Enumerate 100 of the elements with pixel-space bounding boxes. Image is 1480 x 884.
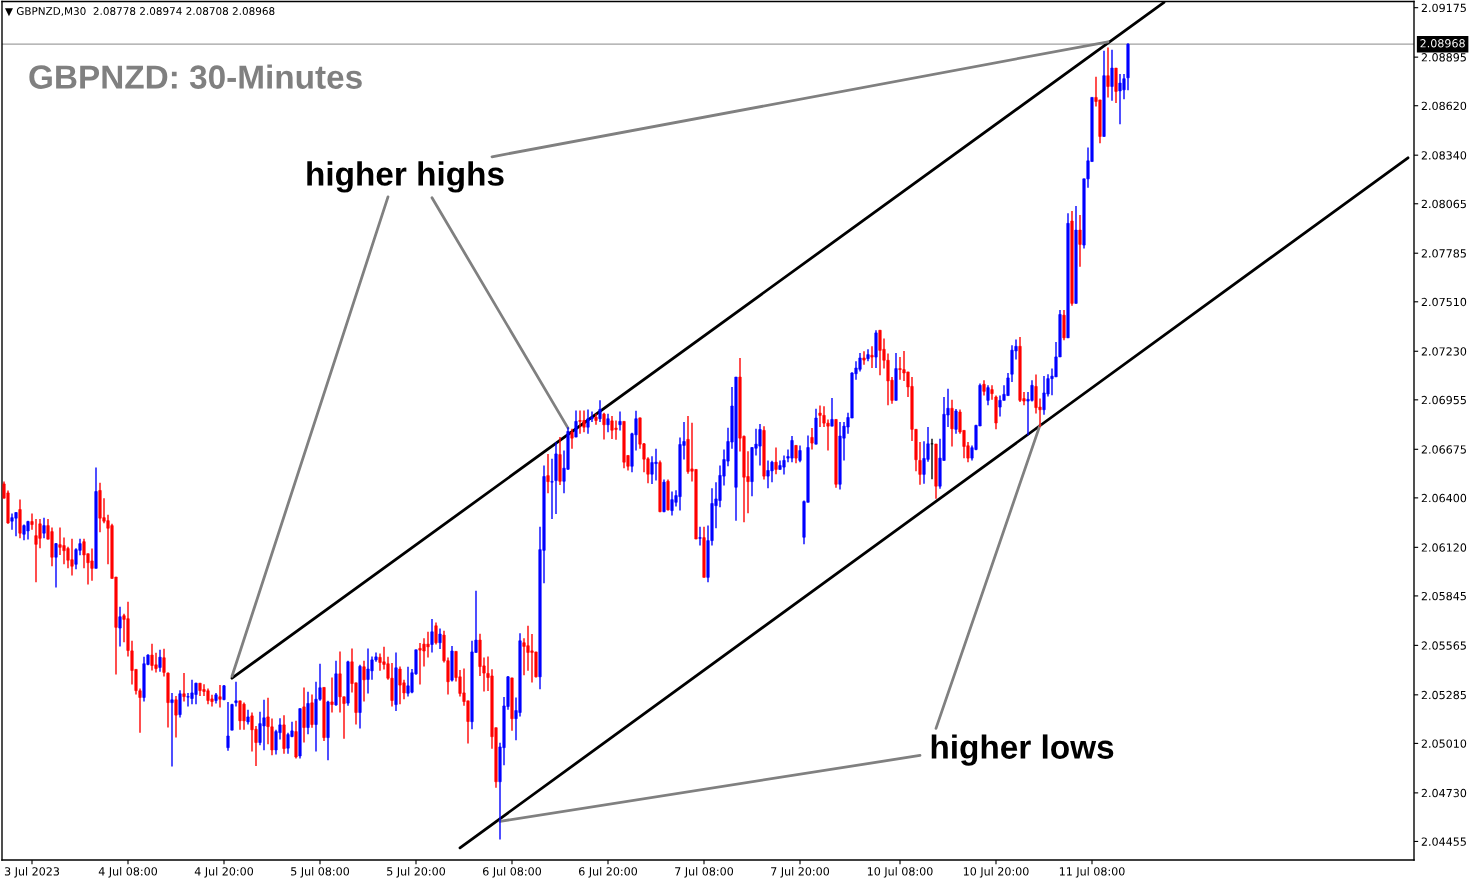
candlestick (670, 490, 674, 517)
candlestick (954, 408, 958, 435)
candlestick (178, 689, 182, 719)
x-tick-label: 3 Jul 2023 (4, 866, 60, 878)
candlestick (530, 633, 534, 684)
candlestick (878, 329, 882, 376)
candlestick (238, 700, 242, 731)
candlestick (310, 693, 314, 729)
candlestick (418, 642, 422, 686)
annotation: higher lows (931, 734, 1114, 766)
candlestick (698, 525, 702, 547)
y-tick-label: 2.08065 (1421, 199, 1466, 209)
candlestick (426, 631, 430, 659)
candlestick (862, 350, 866, 366)
y-tick-label: 2.06675 (1421, 445, 1466, 454)
candlestick (54, 542, 58, 589)
candlestick (570, 428, 574, 450)
candlestick (818, 404, 822, 428)
candlestick (186, 692, 190, 708)
candlestick (438, 627, 442, 650)
chart-subtitle: ▼ GBPNZD,M30 2.08778 2.08974 2.08708 2.08968 (5, 7, 275, 17)
candlestick (406, 666, 410, 698)
x-tick-label: 5 Jul 20:00 (387, 866, 446, 878)
candlestick (602, 412, 606, 441)
candlestick (398, 665, 402, 705)
y-tick-label: 2.05565 (1421, 641, 1466, 650)
y-tick-label: 2.07510 (1421, 297, 1467, 307)
x-tick-label: 5 Jul 08:00 (291, 866, 350, 878)
candlestick (82, 538, 86, 570)
candlestick (546, 453, 550, 494)
ref-line-label: 2.08968 (1420, 39, 1465, 48)
x-tick-label: 10 Jul 20:00 (963, 866, 1029, 878)
candlestick (34, 518, 38, 584)
candlestick (302, 686, 306, 744)
candlestick (366, 647, 370, 695)
y-tick-label: 2.05845 (1421, 591, 1466, 601)
candlestick (758, 423, 762, 467)
candlestick (282, 714, 286, 755)
y-tick-label: 2.06120 (1421, 543, 1467, 552)
y-tick-label: 2.04455 (1421, 837, 1466, 846)
candlestick (654, 448, 658, 482)
x-tick-label: 7 Jul 08:00 (675, 866, 734, 878)
candlestick (950, 398, 954, 448)
candlestick (218, 684, 222, 709)
x-tick-label: 7 Jul 20:00 (771, 866, 830, 878)
y-tick-label: 2.08620 (1421, 101, 1467, 111)
candlestick (790, 435, 794, 463)
y-tick-label: 2.07785 (1421, 249, 1466, 258)
candlestick (430, 618, 434, 654)
candlestick (158, 649, 162, 673)
candlestick (14, 511, 18, 537)
candlestick (606, 413, 610, 433)
candlestick (610, 415, 614, 440)
candlestick (614, 419, 618, 441)
x-tick-label: 6 Jul 08:00 (483, 866, 542, 878)
candlestick (586, 408, 590, 435)
candlestick (810, 427, 814, 451)
candlestick (190, 679, 194, 705)
candlestick (598, 399, 602, 423)
candlestick (1078, 214, 1082, 268)
y-tick-label: 2.08340 (1421, 151, 1467, 160)
y-tick-label: 2.08895 (1421, 53, 1466, 62)
candlestick (1114, 67, 1118, 104)
candlestick (986, 384, 990, 407)
candlestick (242, 701, 246, 731)
candlestick (774, 446, 778, 475)
candlestick (18, 498, 22, 540)
candlestick (150, 643, 154, 672)
candlestick (262, 699, 266, 751)
candlestick (118, 605, 122, 648)
candlestick (170, 692, 174, 768)
candlestick (582, 409, 586, 433)
candlestick (1110, 49, 1114, 102)
candlestick (70, 538, 74, 577)
candlestick (766, 459, 770, 489)
candlestick (1042, 375, 1046, 416)
x-tick-label: 4 Jul 20:00 (194, 866, 254, 878)
y-tick-label: 2.05285 (1421, 690, 1466, 700)
y-tick-label: 2.05010 (1421, 739, 1467, 748)
y-tick-label: 2.07230 (1421, 347, 1467, 356)
candlestick (574, 409, 578, 438)
candlestick (42, 516, 46, 540)
x-tick-label: 10 Jul 08:00 (867, 866, 933, 878)
candlestick (182, 672, 186, 703)
candlestick (1106, 46, 1110, 99)
candlestick (618, 410, 622, 432)
candlestick (338, 650, 342, 714)
candlestick (90, 547, 94, 582)
x-tick-label: 4 Jul 08:00 (98, 866, 158, 878)
candlestick (1118, 73, 1122, 125)
candlestick (578, 409, 582, 435)
candlestick (870, 345, 874, 369)
y-tick-label: 2.04730 (1421, 788, 1467, 798)
candlestick (998, 394, 1002, 418)
annotation: higher highs (307, 161, 504, 193)
y-tick-label: 2.06400 (1421, 493, 1467, 503)
text: GBPNZD: 30-Minutes (29, 64, 362, 89)
x-tick-label: 6 Jul 20:00 (579, 866, 638, 878)
candlestick (1062, 309, 1066, 341)
candlestick (434, 621, 438, 646)
